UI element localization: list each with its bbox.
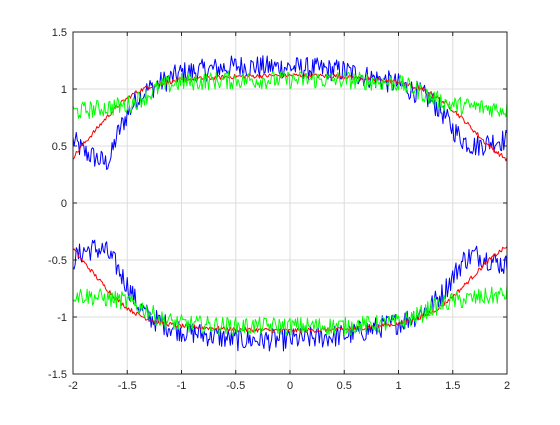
ticks: -2 -1.5 -1 -0.5 0 0.5 1 1.5 2-1.5-1-0.500.511.5 xyxy=(48,27,510,392)
y-tick-label: 0.5 xyxy=(52,141,67,153)
series-line-lower xyxy=(72,239,508,352)
x-tick-label: 0 xyxy=(287,380,293,392)
y-tick-label: 1.5 xyxy=(52,27,67,39)
y-tick-label: 0 xyxy=(61,198,67,210)
x-tick-label: 2 xyxy=(504,380,510,392)
series-line-lower xyxy=(72,246,508,334)
y-tick-label: -0.5 xyxy=(48,255,67,267)
y-tick-label: 1 xyxy=(61,84,67,96)
x-tick-label: -1 xyxy=(177,380,187,392)
series-line-lower xyxy=(72,285,508,336)
series-line-upper xyxy=(72,70,508,119)
x-tick-label: 1 xyxy=(395,380,401,392)
series-layer xyxy=(72,55,508,352)
x-tick-label: 0.5 xyxy=(337,380,352,392)
x-tick-label: -0.5 xyxy=(226,380,245,392)
x-tick-label: -1.5 xyxy=(118,380,137,392)
y-tick-label: -1 xyxy=(57,312,67,324)
x-tick-label: -2 xyxy=(68,380,78,392)
y-tick-label: -1.5 xyxy=(48,369,67,381)
x-tick-label: 1.5 xyxy=(445,380,460,392)
